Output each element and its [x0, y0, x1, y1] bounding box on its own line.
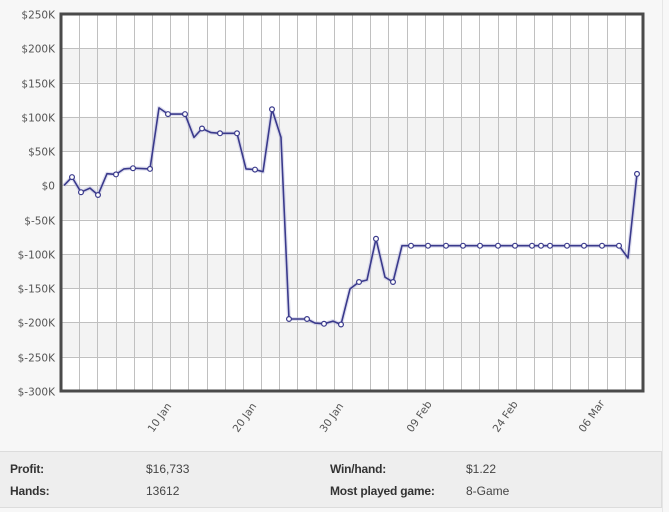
profit-chart: $250K $200K $150K $100K $50K $0 $-50K $-100K $-1…: [18, 10, 645, 435]
most-played-game-value: 8-Game: [466, 484, 510, 498]
x-tick-label: 09 Feb: [405, 399, 435, 435]
data-point: [443, 242, 450, 249]
most-played-game-label: Most played game:: [330, 484, 435, 498]
data-point: [234, 130, 241, 137]
data-point: [408, 242, 415, 249]
data-point: [390, 279, 397, 286]
profit-line-series: [62, 105, 639, 327]
y-tick-label: $-150K: [18, 284, 57, 296]
x-axis-labels: 10 Jan 20 Jan 30 Jan 09 Feb 24 Feb 06 Mar: [146, 397, 608, 434]
data-point: [356, 279, 363, 286]
data-point: [495, 242, 502, 249]
data-point: [217, 130, 224, 137]
data-point: [165, 111, 172, 118]
win-per-hand-value: $1.22: [466, 462, 497, 476]
y-tick-label: $-300K: [18, 387, 57, 399]
data-point: [546, 242, 553, 249]
data-point: [373, 235, 380, 242]
hands-label: Hands:: [10, 484, 50, 498]
data-point: [94, 192, 101, 199]
y-tick-label: $250K: [21, 10, 56, 22]
data-point: [528, 242, 535, 249]
y-tick-label: $-50K: [24, 216, 56, 228]
data-point: [338, 321, 345, 328]
vertical-gridlines: [79, 14, 626, 391]
data-point: [580, 242, 587, 249]
profit-value: $16,733: [146, 462, 190, 476]
data-point: [286, 316, 293, 323]
y-tick-label: $-200K: [18, 318, 57, 330]
data-point: [182, 111, 189, 118]
data-point: [460, 242, 467, 249]
data-point: [511, 242, 518, 249]
data-point: [199, 125, 206, 132]
x-tick-label: 30 Jan: [318, 401, 347, 435]
y-tick-label: $200K: [21, 44, 56, 56]
x-tick-label: 10 Jan: [146, 401, 175, 435]
hands-value: 13612: [146, 484, 180, 498]
data-point: [68, 174, 75, 181]
data-point: [321, 320, 328, 327]
data-point: [252, 166, 259, 173]
y-tick-label: $50K: [28, 147, 56, 159]
data-point: [633, 170, 640, 177]
data-point: [77, 189, 84, 196]
data-point: [477, 242, 484, 249]
y-axis-labels: $250K $200K $150K $100K $50K $0 $-50K $-100K $-1…: [18, 10, 57, 399]
data-point-markers: [68, 106, 640, 328]
data-point: [130, 165, 137, 172]
y-tick-label: $-100K: [18, 250, 57, 262]
y-tick-label: $0: [42, 181, 55, 193]
panel-edge: [662, 0, 663, 512]
data-point: [112, 171, 119, 178]
data-point: [304, 316, 311, 323]
data-point: [563, 242, 570, 249]
stats-panel: Profit: $16,733 Win/hand: $1.22 Hands: 1…: [0, 451, 662, 508]
x-tick-label: 20 Jan: [231, 401, 260, 435]
data-point: [147, 165, 154, 172]
data-point: [425, 242, 432, 249]
y-tick-label: $-250K: [18, 353, 57, 365]
x-tick-label: 24 Feb: [491, 399, 521, 435]
data-point: [615, 242, 622, 249]
data-point: [537, 242, 544, 249]
profit-label: Profit:: [10, 462, 44, 476]
x-tick-label: 06 Mar: [577, 397, 608, 434]
data-point: [269, 106, 276, 113]
y-tick-label: $100K: [21, 113, 56, 125]
data-point: [598, 242, 605, 249]
win-per-hand-label: Win/hand:: [330, 462, 387, 476]
y-tick-label: $150K: [21, 79, 56, 91]
plot-frame: [59, 12, 645, 393]
